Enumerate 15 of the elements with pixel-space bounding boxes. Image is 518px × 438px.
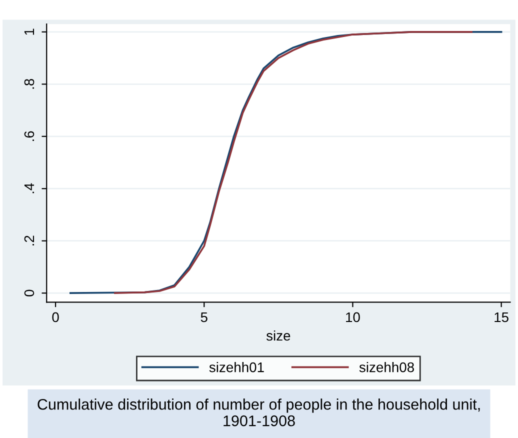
x-tick-label: 5: [200, 312, 208, 322]
y-tick-label: .2: [24, 236, 34, 246]
y-tick-label: .6: [24, 131, 34, 141]
legend-label: sizehh01: [209, 362, 264, 372]
y-tick-label: .4: [24, 183, 34, 194]
x-axis-title: size: [266, 330, 290, 341]
y-tick-label: 0: [24, 290, 34, 296]
text: Cumulative distribution of number of people in the household unit, 1901-1908: [38, 398, 480, 426]
x-tick-label: 15: [494, 312, 508, 322]
line-series: [114, 31, 472, 294]
x-tick-label: 10: [346, 312, 360, 322]
legend-label: sizehh08: [359, 362, 414, 372]
y-tick-label: .8: [24, 78, 34, 89]
y-tick-label: 1: [24, 28, 34, 35]
x-tick-label: 0: [52, 312, 59, 322]
